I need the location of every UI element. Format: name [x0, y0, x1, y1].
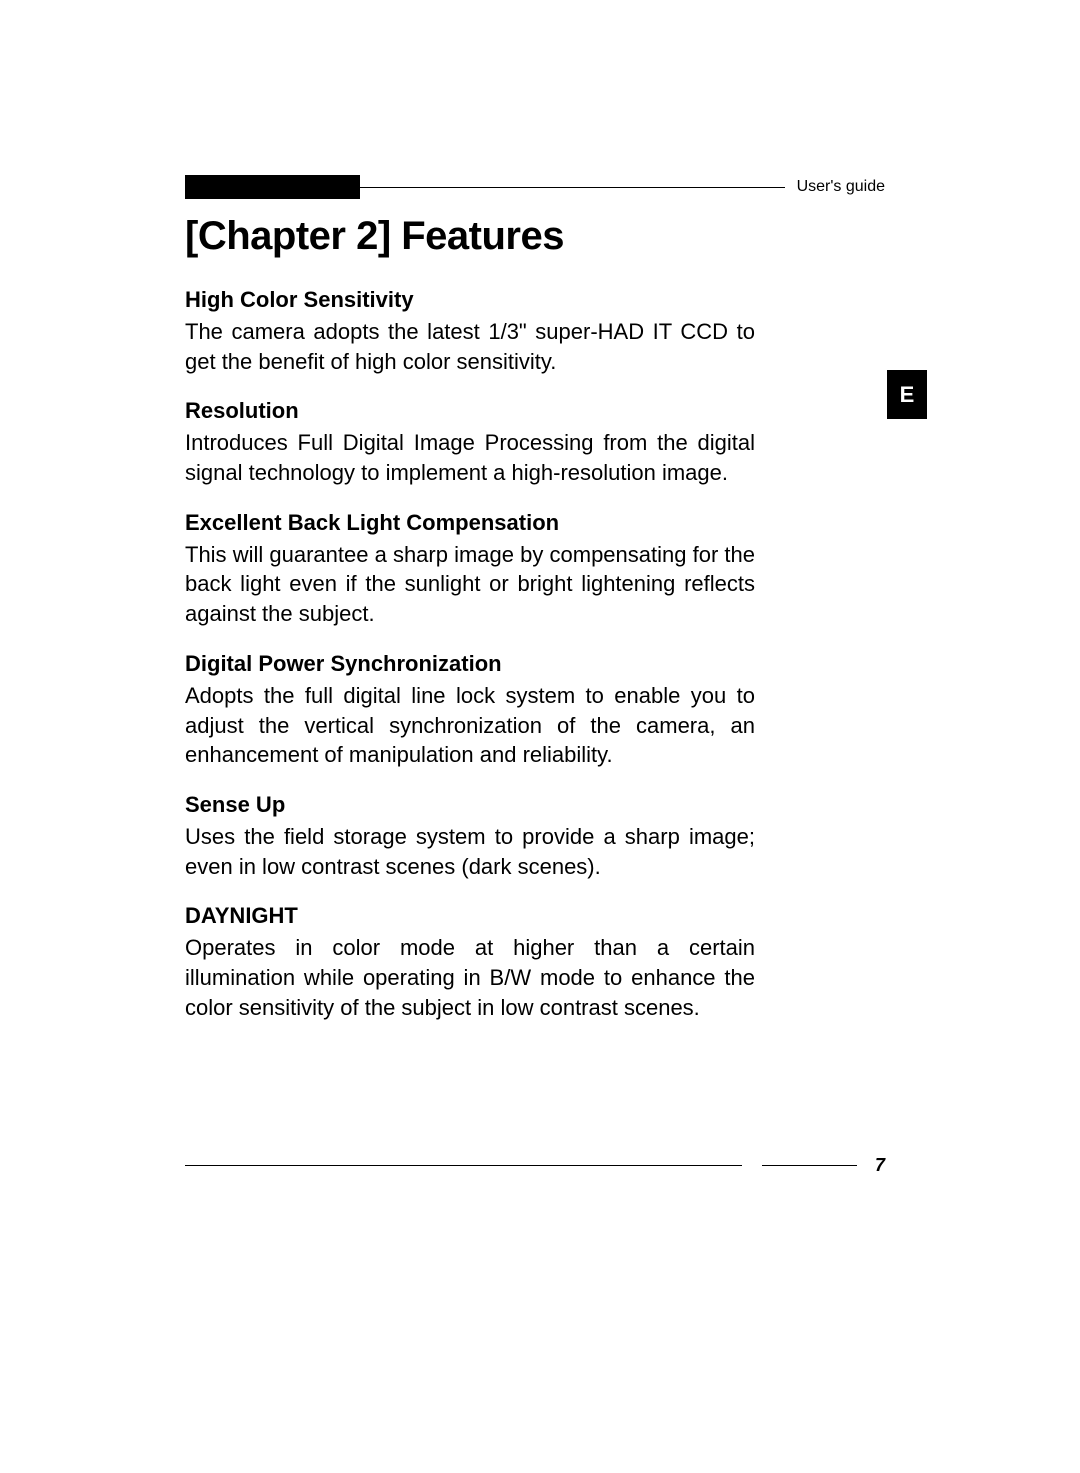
chapter-title: [Chapter 2] Features — [185, 214, 885, 259]
header-black-block — [185, 175, 360, 199]
feature-heading: Sense Up — [185, 792, 755, 818]
feature-body: Introduces Full Digital Image Processing… — [185, 428, 755, 487]
feature-heading: Digital Power Synchronization — [185, 651, 755, 677]
feature-body: Adopts the full digital line lock system… — [185, 681, 755, 770]
feature-body: This will guarantee a sharp image by com… — [185, 540, 755, 629]
page-number: 7 — [875, 1155, 885, 1176]
features-list: High Color Sensitivity The camera adopts… — [185, 287, 755, 1022]
footer-bar: 7 — [185, 1155, 885, 1176]
feature-heading: Resolution — [185, 398, 755, 424]
footer-rule-left — [185, 1165, 742, 1166]
language-tab: E — [887, 370, 927, 419]
feature-heading: High Color Sensitivity — [185, 287, 755, 313]
header-label: User's guide — [797, 178, 885, 196]
feature-heading: DAYNIGHT — [185, 903, 755, 929]
feature-body: Operates in color mode at higher than a … — [185, 933, 755, 1022]
footer-rule-right — [762, 1165, 857, 1166]
header-rule — [360, 187, 785, 188]
feature-body: Uses the field storage system to provide… — [185, 822, 755, 881]
feature-body: The camera adopts the latest 1/3" super-… — [185, 317, 755, 376]
header-bar: User's guide — [185, 175, 885, 199]
page-content: User's guide [Chapter 2] Features High C… — [185, 175, 885, 1032]
feature-heading: Excellent Back Light Compensation — [185, 510, 755, 536]
